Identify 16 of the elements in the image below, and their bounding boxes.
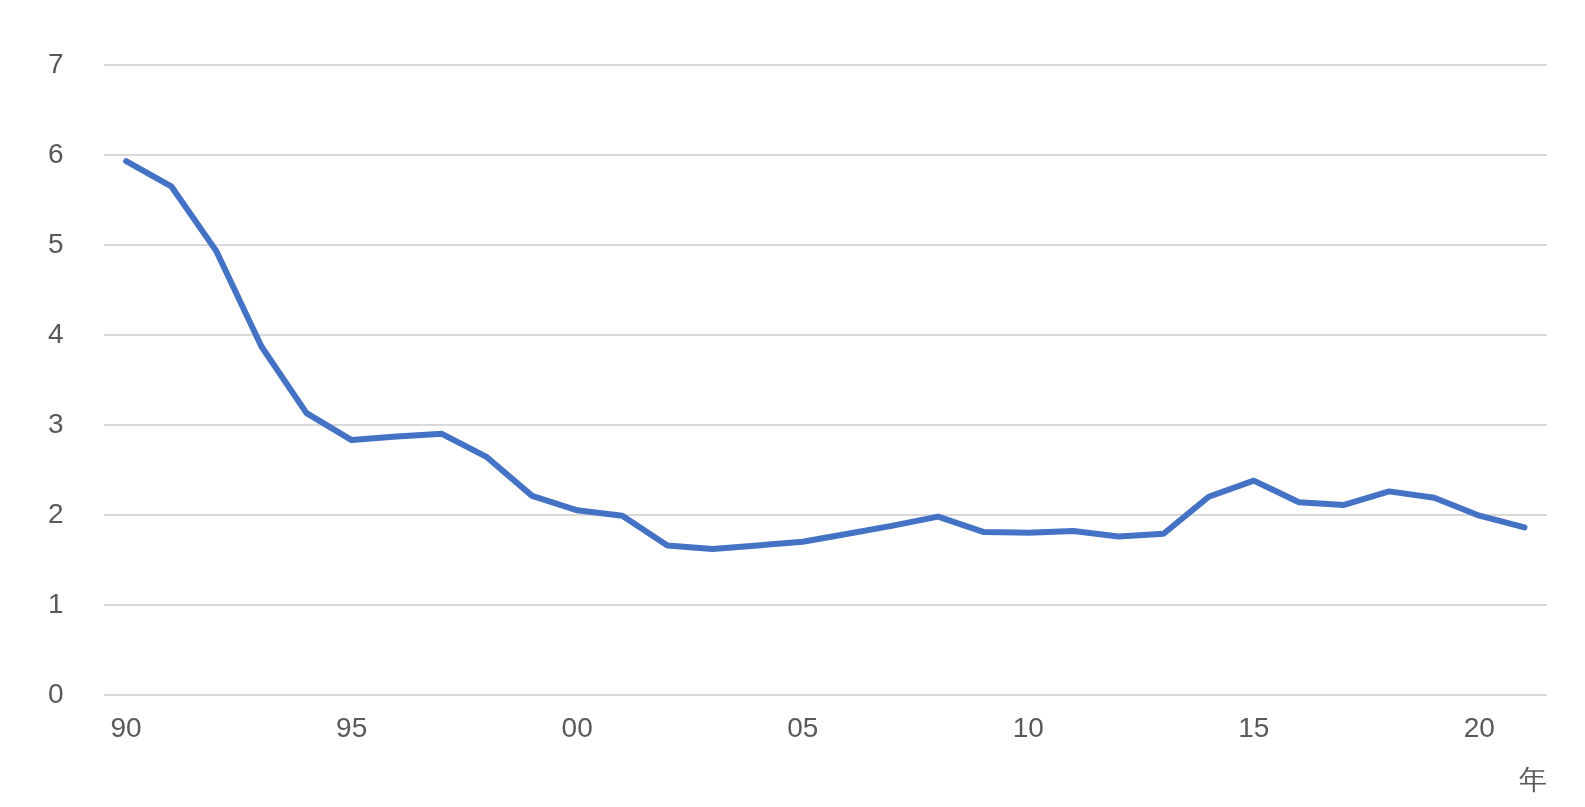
- y-tick-label: 4: [47, 317, 64, 349]
- x-tick-label: 05: [787, 712, 819, 744]
- y-tick-label: 5: [47, 227, 64, 259]
- y-tick-label: 6: [47, 137, 64, 169]
- x-tick-label: 90: [110, 712, 142, 744]
- y-tick-label: 0: [47, 677, 64, 709]
- x-tick-label: 00: [561, 712, 593, 744]
- x-tick-label: 20: [1463, 712, 1495, 744]
- y-tick-label: 7: [47, 47, 64, 79]
- x-tick-label: 95: [336, 712, 368, 744]
- x-axis-title: 年: [1519, 763, 1547, 795]
- y-tick-label: 3: [47, 407, 64, 439]
- x-tick-label: 10: [1012, 712, 1044, 744]
- x-tick-label: 15: [1238, 712, 1270, 744]
- y-tick-label: 1: [47, 587, 64, 619]
- y-tick-label: 2: [47, 497, 64, 529]
